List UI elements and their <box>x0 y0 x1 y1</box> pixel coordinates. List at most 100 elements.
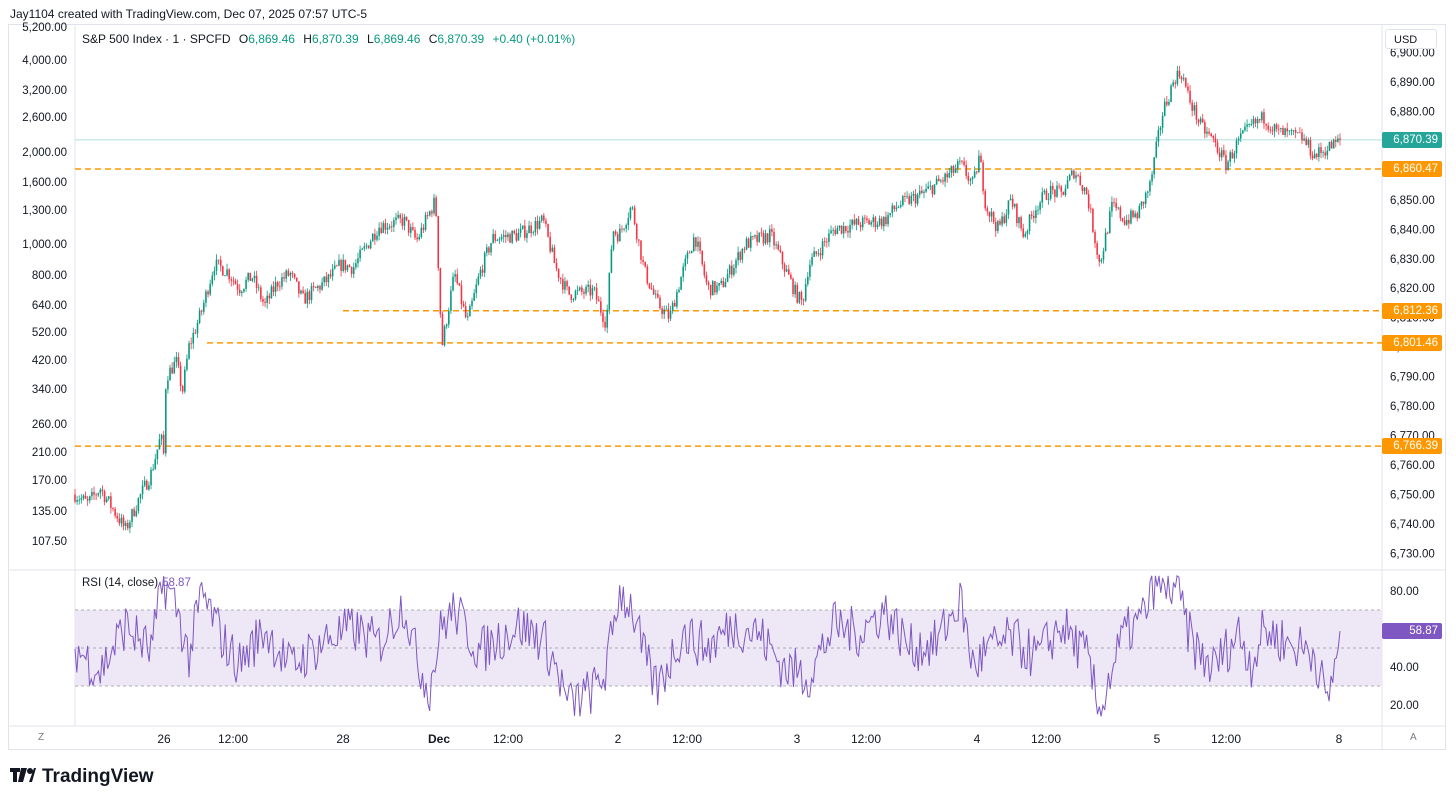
candle-body <box>1058 185 1060 187</box>
candle-body <box>249 272 252 281</box>
candle-body <box>456 274 459 284</box>
candle-body <box>980 155 982 163</box>
candle-body <box>1197 119 1200 123</box>
candle-body <box>194 332 197 334</box>
candle-body <box>382 223 385 233</box>
candle-body <box>1090 208 1092 210</box>
currency-button[interactable]: USD <box>1385 29 1437 49</box>
candle-body <box>720 280 723 284</box>
time-tick-label: 3 <box>794 732 801 746</box>
candle-body <box>1032 215 1035 219</box>
candle-body <box>711 281 714 296</box>
candle-body <box>1094 231 1096 244</box>
candle-body <box>1303 138 1305 141</box>
candle-body <box>564 281 566 290</box>
zoom-reset-button[interactable]: Z <box>38 732 45 743</box>
time-tick-label: 12:00 <box>218 732 248 746</box>
candle-body <box>959 160 961 162</box>
candle-body <box>118 518 121 524</box>
candle-body <box>399 214 402 219</box>
candle-body <box>101 489 104 492</box>
candle-body <box>1096 243 1098 255</box>
candle-body <box>823 241 826 243</box>
candle-body <box>937 178 940 182</box>
candle-body <box>462 303 465 307</box>
candle-body <box>257 287 260 289</box>
level-price-tag: 6,801.46 <box>1382 334 1442 351</box>
candle-body <box>1016 204 1018 224</box>
candle-body <box>676 291 678 307</box>
candle-body <box>494 233 497 241</box>
candle-body <box>1324 152 1327 156</box>
time-tick-label: 28 <box>336 732 350 746</box>
low-label: L <box>367 32 374 46</box>
candle-body <box>1258 119 1261 121</box>
candle-body <box>1322 152 1324 154</box>
candle-body <box>642 259 644 262</box>
candle-body <box>853 219 856 225</box>
candle-body <box>929 185 932 187</box>
candle-body <box>1330 141 1333 149</box>
candle-body <box>891 205 894 214</box>
candle-body <box>1242 130 1244 134</box>
candle-body <box>745 238 748 250</box>
candle-body <box>779 249 782 252</box>
candle-body <box>602 312 604 322</box>
candle-body <box>209 283 211 295</box>
candle-body <box>158 439 161 450</box>
candle-body <box>1043 190 1046 193</box>
candle-body <box>524 225 526 238</box>
candle-body <box>644 261 647 267</box>
candle-body <box>794 284 796 295</box>
candle-body <box>1030 214 1033 216</box>
candle-body <box>851 219 853 225</box>
candle-body <box>357 258 359 264</box>
auto-scale-button[interactable]: A <box>1410 732 1417 743</box>
candle-body <box>177 356 180 366</box>
candle-body <box>1305 138 1308 145</box>
candle-body <box>570 294 573 300</box>
candle-body <box>610 249 613 273</box>
candle-body <box>340 259 342 271</box>
candle-body <box>441 314 444 345</box>
candle-body <box>1035 210 1037 219</box>
candle-body <box>650 288 653 290</box>
candle-body <box>773 231 775 246</box>
candle-body <box>910 195 913 204</box>
candle-body <box>342 259 345 271</box>
candle-body <box>878 218 881 225</box>
candle-body <box>952 166 955 173</box>
candle-body <box>914 194 917 204</box>
candle-body <box>593 287 596 289</box>
price-tick-label: 6,760.00 <box>1390 460 1435 472</box>
candle-body <box>654 293 657 295</box>
candle-body <box>331 268 334 277</box>
candle-body <box>192 332 195 344</box>
candle-body <box>547 224 549 237</box>
candle-body <box>726 274 729 283</box>
candle-body <box>154 459 157 470</box>
candle-body <box>1163 101 1166 116</box>
candle-body <box>849 224 851 233</box>
candle-body <box>887 215 889 225</box>
candle-body <box>536 220 539 229</box>
candle-body <box>709 284 712 296</box>
candle-body <box>1005 214 1008 223</box>
candle-body <box>975 171 978 173</box>
candle-body <box>346 265 349 271</box>
tradingview-logo-icon <box>10 766 36 788</box>
candle-body <box>365 245 368 247</box>
candle-body <box>1087 194 1090 209</box>
candle-body <box>859 224 862 228</box>
open-value: 6,869.46 <box>248 32 295 46</box>
candle-body <box>737 252 739 261</box>
candle-body <box>513 230 516 234</box>
candle-body <box>428 211 431 216</box>
candle-body <box>95 494 97 496</box>
candle-body <box>1263 112 1265 124</box>
candle-body <box>443 326 446 345</box>
low-value: 6,869.46 <box>373 32 421 46</box>
candle-body <box>692 237 695 252</box>
candle-body <box>984 191 987 209</box>
